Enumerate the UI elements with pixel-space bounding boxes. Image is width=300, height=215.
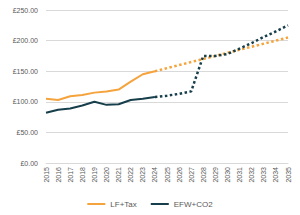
svg-text:2035: 2035 <box>285 167 292 183</box>
svg-text:2033: 2033 <box>260 167 267 183</box>
svg-text:2023: 2023 <box>139 167 146 183</box>
svg-text:2026: 2026 <box>176 167 183 183</box>
svg-text:2029: 2029 <box>212 167 219 183</box>
svg-text:2031: 2031 <box>236 167 243 183</box>
svg-text:2027: 2027 <box>188 167 195 183</box>
svg-text:£50.00: £50.00 <box>17 129 39 136</box>
svg-text:2018: 2018 <box>79 167 86 183</box>
svg-text:2032: 2032 <box>248 167 255 183</box>
svg-text:2015: 2015 <box>43 167 50 183</box>
svg-text:EFW+CO2: EFW+CO2 <box>174 200 213 209</box>
svg-text:2019: 2019 <box>91 167 98 183</box>
svg-text:£0.00: £0.00 <box>20 160 38 167</box>
svg-text:£250.00: £250.00 <box>13 7 38 14</box>
svg-text:£200.00: £200.00 <box>13 37 38 44</box>
svg-text:2025: 2025 <box>164 167 171 183</box>
svg-text:2024: 2024 <box>151 167 158 183</box>
svg-text:2021: 2021 <box>115 167 122 183</box>
svg-text:2020: 2020 <box>103 167 110 183</box>
svg-text:2017: 2017 <box>67 167 74 183</box>
svg-text:2016: 2016 <box>55 167 62 183</box>
svg-text:2028: 2028 <box>200 167 207 183</box>
svg-text:2022: 2022 <box>127 167 134 183</box>
svg-text:£150.00: £150.00 <box>13 68 38 75</box>
svg-text:£100.00: £100.00 <box>13 98 38 105</box>
svg-text:LF+Tax: LF+Tax <box>110 200 136 209</box>
svg-text:2034: 2034 <box>272 167 279 183</box>
svg-text:2030: 2030 <box>224 167 231 183</box>
